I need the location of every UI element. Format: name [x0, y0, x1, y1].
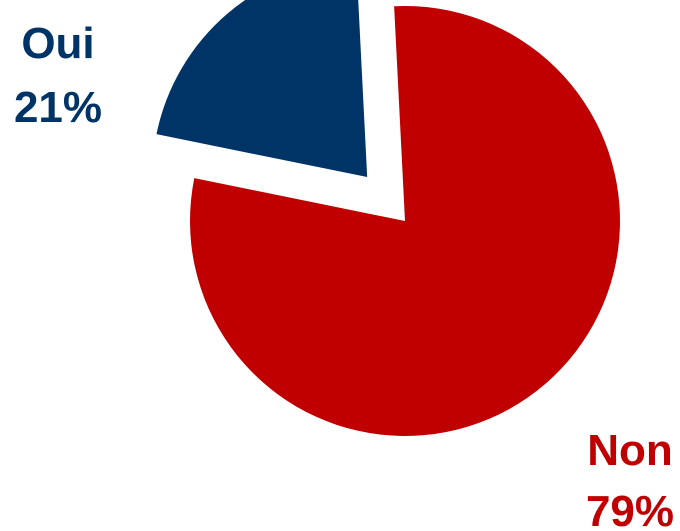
slice-label-non-name: Non: [587, 426, 673, 475]
slice-label-oui-name: Oui: [21, 19, 94, 68]
pie-slice-oui: [156, 0, 368, 178]
slice-label-oui-value: 21%: [14, 83, 102, 132]
labels-layer: Oui 21% Non 79%: [14, 19, 674, 531]
slice-label-non-value: 79%: [586, 487, 674, 531]
pie-slice-non: [189, 6, 620, 436]
slices-layer: [156, 0, 620, 436]
